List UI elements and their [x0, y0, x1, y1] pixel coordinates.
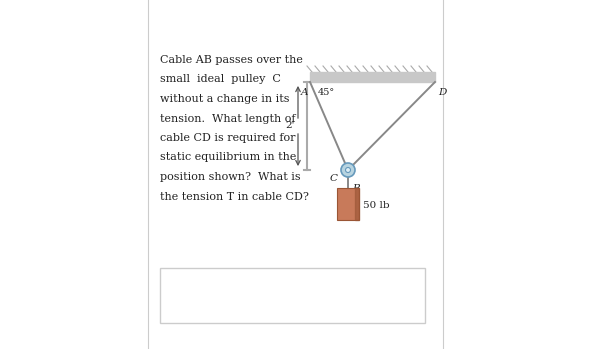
Text: Cable AB passes over the: Cable AB passes over the — [160, 55, 303, 65]
Text: cable CD is required for: cable CD is required for — [160, 133, 296, 143]
Text: tension.  What length of: tension. What length of — [160, 113, 296, 124]
Text: without a change in its: without a change in its — [160, 94, 290, 104]
Text: A: A — [300, 88, 308, 97]
Circle shape — [346, 168, 350, 172]
Text: 50 lb: 50 lb — [363, 201, 389, 210]
Text: position shown?  What is: position shown? What is — [160, 172, 301, 182]
Text: the tension T in cable CD?: the tension T in cable CD? — [160, 192, 309, 201]
Text: 45°: 45° — [318, 88, 335, 97]
Text: C: C — [330, 174, 338, 183]
Text: static equilibrium in the: static equilibrium in the — [160, 153, 296, 163]
Bar — [160, 268, 425, 323]
Text: small  ideal  pulley  C: small ideal pulley C — [160, 74, 281, 84]
Bar — [310, 72, 435, 82]
Text: B: B — [352, 184, 360, 193]
Text: D: D — [438, 88, 446, 97]
Bar — [355, 188, 359, 220]
Text: 2': 2' — [285, 121, 295, 131]
Bar — [337, 188, 359, 220]
Circle shape — [341, 163, 355, 177]
